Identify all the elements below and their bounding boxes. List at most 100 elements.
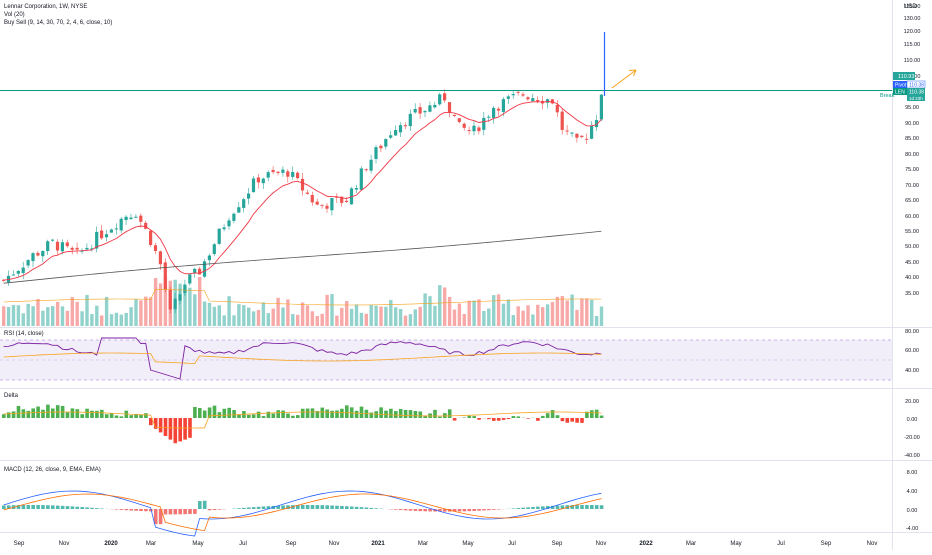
- candle-body: [321, 205, 324, 206]
- volume-bar: [512, 315, 515, 326]
- delta-bar: [2, 414, 6, 418]
- volume-bar: [458, 304, 461, 326]
- volume-bar: [531, 314, 534, 326]
- candle-body: [27, 260, 30, 265]
- volume-bar: [370, 305, 373, 326]
- macd-histogram-bar: [22, 505, 26, 509]
- volume-bar: [355, 304, 358, 326]
- volume-bar: [536, 305, 539, 326]
- pivot-badge-label-text: Pivot: [895, 83, 907, 89]
- delta-bar: [120, 416, 124, 418]
- macd-histogram-bar: [458, 509, 462, 511]
- volume-bar: [443, 287, 446, 326]
- delta-bar: [394, 411, 398, 418]
- symbol-title[interactable]: Lennar Corporation, 1W, NYSE: [4, 3, 112, 11]
- price-tick-label: 50.00: [905, 244, 919, 250]
- delta-bar: [600, 416, 604, 418]
- macd-histogram-bar: [463, 509, 467, 511]
- volume-bar: [208, 303, 211, 326]
- volume-bar: [463, 314, 466, 326]
- candle-body: [477, 127, 480, 131]
- macd-legend[interactable]: MACD (12, 26, close, 9, EMA, EMA): [4, 466, 101, 474]
- volume-bar: [521, 311, 524, 326]
- volume-bar: [276, 298, 279, 326]
- candle-body: [257, 177, 260, 182]
- volume-bar: [301, 302, 304, 326]
- delta-bar: [262, 416, 266, 418]
- candle-body: [575, 134, 578, 138]
- macd-histogram-bar: [536, 507, 540, 509]
- macd-histogram-bar: [360, 507, 364, 509]
- time-tick-label: Jul: [777, 541, 785, 547]
- macd-histogram-bar: [374, 508, 378, 509]
- delta-bar: [183, 418, 187, 440]
- price-tick-label: 95.00: [905, 105, 919, 111]
- buysell-legend[interactable]: Buy Sell (9, 14, 30, 70, 2, 4, 6, close,…: [4, 19, 112, 27]
- volume-bar: [365, 314, 368, 326]
- volume-bar: [316, 316, 319, 326]
- volume-bar: [399, 309, 402, 326]
- macd-histogram-bar: [198, 501, 202, 509]
- candle-body: [526, 97, 529, 99]
- volume-bar: [232, 315, 235, 326]
- macd-histogram-bar: [472, 509, 476, 511]
- macd-histogram-bar: [556, 506, 560, 509]
- volume-bar: [105, 297, 108, 326]
- time-tick-label: Mar: [686, 541, 696, 547]
- delta-bar: [556, 415, 560, 418]
- volume-bar: [159, 283, 162, 326]
- volume-bar: [340, 308, 343, 326]
- delta-bar: [536, 418, 540, 421]
- currency-label: USD: [904, 4, 917, 10]
- volume-bar: [149, 297, 152, 326]
- delta-legend[interactable]: Delta: [4, 392, 18, 400]
- macd-histogram-bar: [350, 507, 354, 509]
- macd-histogram-bar: [335, 506, 339, 509]
- macd-histogram-bar: [174, 509, 178, 514]
- delta-bar: [291, 416, 295, 418]
- delta-bar: [139, 415, 143, 418]
- macd-histogram-bar: [120, 509, 124, 510]
- macd-tick-label: 0.00: [907, 508, 918, 514]
- candle-body: [178, 294, 181, 300]
- chart-legend[interactable]: Lennar Corporation, 1W, NYSE Vol (20) Bu…: [4, 3, 112, 27]
- candle-body: [232, 214, 235, 221]
- macd-histogram-bar: [31, 505, 35, 509]
- delta-tick-label: -40.00: [904, 453, 920, 459]
- volume-bar: [311, 311, 314, 326]
- volume-bar: [242, 305, 245, 326]
- candle-body: [208, 256, 211, 261]
- macd-histogram-bar: [423, 509, 427, 511]
- macd-histogram-bar: [36, 505, 40, 509]
- volume-bar: [2, 306, 5, 326]
- macd-histogram-bar: [242, 508, 246, 509]
- delta-bar: [115, 415, 119, 418]
- candle-body: [399, 125, 402, 132]
- candle-body: [139, 216, 142, 222]
- candle-body: [17, 271, 20, 274]
- delta-bar: [570, 418, 574, 422]
- macd-histogram-bar: [208, 509, 212, 510]
- macd-histogram-bar: [345, 506, 349, 509]
- candle-body: [105, 234, 108, 237]
- macd-histogram-bar: [169, 509, 173, 514]
- macd-histogram-bar: [115, 509, 119, 510]
- candle-body: [448, 102, 451, 112]
- macd-histogram-bar: [370, 508, 374, 509]
- macd-histogram-bar: [213, 509, 217, 510]
- volume-bar: [585, 298, 588, 326]
- candle-body: [389, 135, 392, 137]
- macd-histogram-bar: [301, 505, 305, 509]
- volume-bar: [110, 314, 113, 326]
- volume-bar: [595, 316, 598, 326]
- candle-body: [438, 94, 441, 104]
- delta-bar: [31, 408, 35, 418]
- delta-bar: [27, 411, 31, 418]
- volume-legend[interactable]: Vol (20): [4, 11, 112, 19]
- macd-histogram-bar: [193, 509, 197, 514]
- volume-bar: [218, 305, 221, 326]
- delta-bar: [66, 412, 70, 418]
- delta-bar: [340, 409, 344, 418]
- rsi-legend[interactable]: RSI (14, close): [4, 330, 44, 338]
